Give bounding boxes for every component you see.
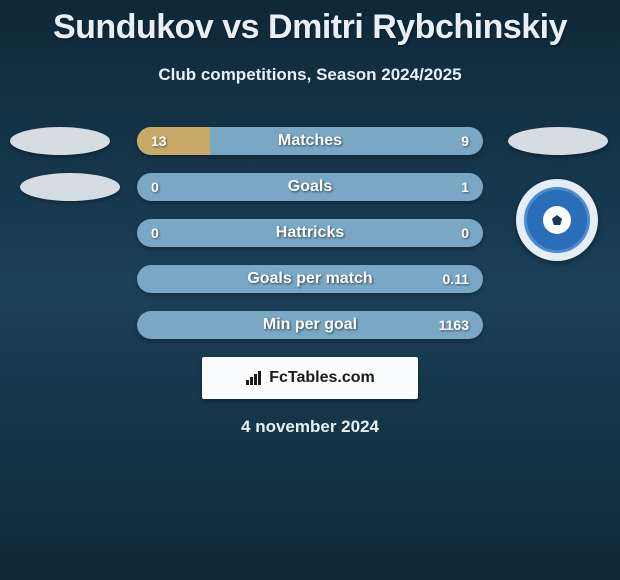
subtitle: Club competitions, Season 2024/2025: [0, 65, 620, 85]
stat-label: Hattricks: [276, 224, 344, 242]
title: Sundukov vs Dmitri Rybchinskiy: [0, 8, 620, 47]
stat-row: Min per goal 1163: [0, 311, 620, 339]
stat-right-value: 0: [461, 225, 469, 241]
date: 4 november 2024: [0, 417, 620, 437]
stat-bar: 13 Matches 9: [137, 127, 483, 155]
stat-bar: Min per goal 1163: [137, 311, 483, 339]
stat-label: Min per goal: [263, 316, 357, 334]
stat-right-value: 0.11: [443, 271, 469, 287]
bar-fill-left: [137, 127, 210, 155]
stat-right-value: 1: [461, 179, 469, 195]
chart-bars-icon: [245, 370, 265, 386]
brand-text: FcTables.com: [269, 369, 375, 386]
brand-footer: FcTables.com: [202, 357, 418, 399]
stat-label: Matches: [278, 132, 342, 150]
stat-label: Goals: [288, 178, 332, 196]
stat-bar: 0 Goals 1: [137, 173, 483, 201]
stat-right-value: 9: [461, 133, 469, 149]
stat-bar: 0 Hattricks 0: [137, 219, 483, 247]
stat-label: Goals per match: [247, 270, 372, 288]
stat-row: 0 Goals 1: [0, 173, 620, 201]
stat-right-value: 1163: [439, 317, 469, 333]
stat-left-value: 0: [151, 225, 159, 241]
stat-row: 0 Hattricks 0: [0, 219, 620, 247]
stats-rows: 13 Matches 9 0 Goals 1 0 Hattricks 0 Goals per ma…: [0, 127, 620, 339]
stat-row: Goals per match 0.11: [0, 265, 620, 293]
comparison-card: Sundukov vs Dmitri Rybchinskiy Club comp…: [0, 0, 620, 437]
stat-left-value: 13: [151, 133, 167, 149]
stat-left-value: 0: [151, 179, 159, 195]
stat-bar: Goals per match 0.11: [137, 265, 483, 293]
stat-row: 13 Matches 9: [0, 127, 620, 155]
